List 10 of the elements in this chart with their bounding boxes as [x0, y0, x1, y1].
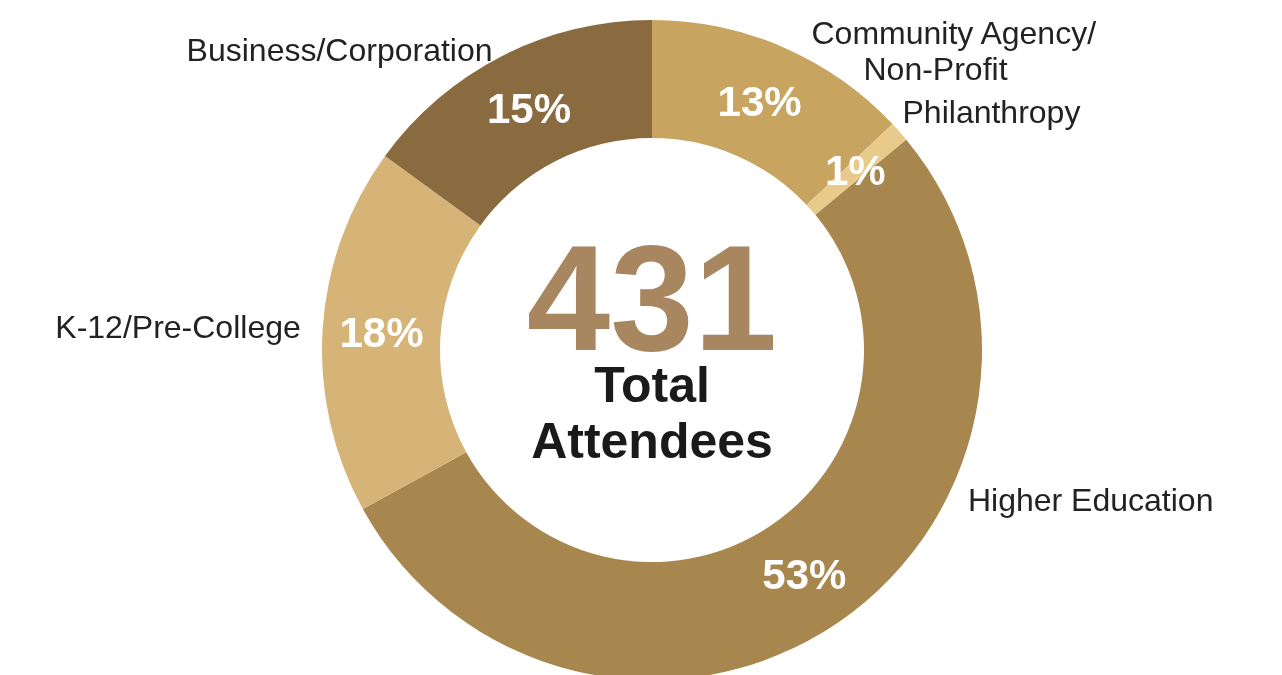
slice-label: Higher Education — [967, 482, 1214, 518]
data-label: 1% — [824, 147, 886, 195]
data-label: 13% — [717, 77, 802, 125]
data-label: 18% — [339, 309, 424, 357]
data-label: 15% — [486, 85, 571, 133]
slice-label: Philanthropy — [902, 93, 1081, 130]
slice-label: K-12/Pre-College — [55, 309, 301, 346]
slice-label: Community Agency/Non-Profit — [811, 15, 1097, 87]
data-label: 53% — [762, 550, 847, 598]
slice-label: Business/Corporation — [186, 32, 493, 68]
